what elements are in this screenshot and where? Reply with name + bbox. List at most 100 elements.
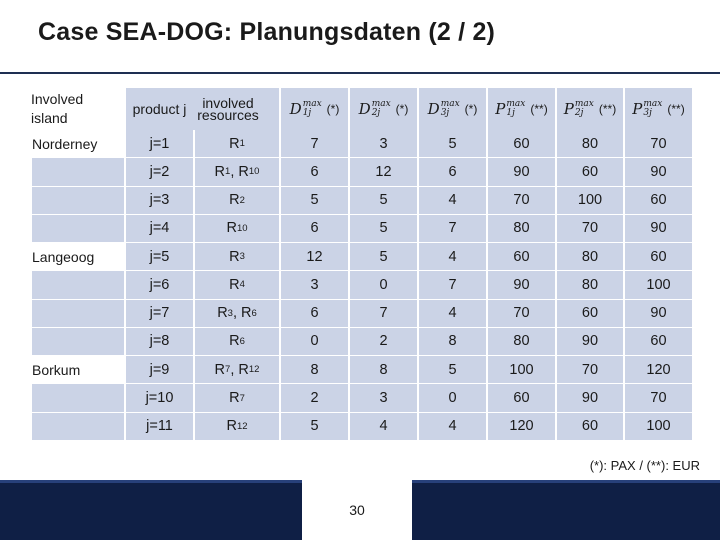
value-cell-p1: 80	[488, 214, 555, 244]
value-cell-d2: 2	[350, 327, 417, 357]
header-resources: involved resources	[177, 88, 279, 130]
island-cell	[32, 327, 124, 357]
value-cell-d1: 3	[281, 271, 348, 300]
product-cell: j=4	[126, 214, 193, 244]
resource-label: R	[229, 390, 240, 407]
header-island: Involved island	[31, 88, 124, 130]
value-cell-p3: 60	[625, 186, 692, 215]
value-cell-p3: 100	[625, 412, 692, 441]
resource-index: 1	[239, 138, 245, 150]
value-cell-d2: 5	[350, 186, 417, 215]
math-symbol: D	[289, 100, 302, 118]
footer-bar: 30	[0, 480, 720, 540]
value-cell-p3: 90	[625, 158, 692, 187]
math-symbol: P	[632, 100, 643, 118]
value-cell-p2: 80	[557, 243, 623, 272]
resource-index: 1	[225, 166, 231, 178]
value-cell-d2: 0	[350, 271, 417, 300]
unit-marker: (**)	[530, 102, 548, 116]
value-cell-d2: 3	[350, 130, 417, 159]
value-cell-d2: 8	[350, 356, 417, 385]
value-cell-p3: 90	[625, 214, 692, 244]
value-cell-p1: 120	[488, 412, 555, 441]
value-cell-d3: 4	[419, 186, 486, 215]
unit-marker: (**)	[598, 102, 617, 116]
value-cell-p3: 70	[625, 130, 692, 159]
value-cell-p1: 60	[488, 243, 555, 272]
resource-index-extra: 10	[248, 166, 260, 178]
value-cell-d1: 7	[281, 130, 348, 159]
value-cell-p3: 120	[625, 356, 692, 385]
value-cell-p3: 70	[625, 384, 692, 413]
value-cell-d3: 0	[419, 384, 486, 413]
unit-note: (*): PAX / (**): EUR	[589, 458, 700, 473]
unit-marker: (*)	[464, 102, 478, 116]
value-cell-d3: 4	[419, 412, 486, 441]
resource-index-extra: 6	[251, 307, 257, 319]
resource-label-extra: , R	[230, 361, 249, 378]
value-cell-d2: 12	[350, 158, 417, 187]
header-island-line2: island	[31, 110, 68, 126]
math-symbol: P	[495, 100, 506, 118]
island-cell: Borkum	[32, 356, 124, 385]
math-subscript: 1j	[302, 108, 312, 118]
value-cell-d1: 12	[281, 243, 348, 272]
math-superscript: max	[371, 99, 391, 109]
slide-title: Case SEA-DOG: Planungsdaten (2 / 2)	[38, 18, 496, 46]
resource-label: R	[229, 276, 240, 293]
resource-index: 10	[236, 222, 248, 234]
resource-index: 12	[236, 420, 248, 432]
value-cell-p2: 90	[557, 327, 623, 357]
resource-index: 7	[239, 392, 245, 404]
math-symbol: P	[563, 100, 574, 118]
math-superscript: max	[643, 99, 663, 109]
resource-index: 2	[239, 194, 245, 206]
island-cell	[32, 384, 124, 413]
header-island-line1: Involved	[31, 91, 84, 107]
math-symbol: D	[427, 100, 440, 118]
value-cell-d1: 8	[281, 356, 348, 385]
island-cell	[32, 299, 124, 328]
planning-data-table: Involved island product j involved resou…	[31, 88, 692, 441]
resource-index: 3	[227, 307, 233, 319]
value-cell-p3: 60	[625, 243, 692, 272]
product-cell: j=6	[126, 271, 193, 300]
resource-label: R	[229, 248, 240, 265]
math-superscript: max	[302, 99, 322, 109]
island-cell	[32, 214, 124, 244]
resource-label: R	[214, 361, 226, 378]
value-cell-d3: 6	[419, 158, 486, 187]
math-superscript: max	[574, 99, 594, 109]
value-cell-p1: 60	[488, 130, 555, 159]
product-cell: j=5	[126, 243, 193, 272]
value-cell-d1: 5	[281, 412, 348, 441]
math-subscript: 3j	[643, 108, 652, 118]
value-cell-p1: 90	[488, 158, 555, 187]
unit-marker: (*)	[326, 102, 340, 116]
value-cell-p2: 90	[557, 384, 623, 413]
resources-cell: R 10	[195, 214, 279, 244]
value-cell-p1: 60	[488, 384, 555, 413]
value-cell-p2: 70	[557, 356, 623, 385]
resource-label-extra: , R	[230, 163, 249, 180]
resource-label: R	[226, 220, 237, 237]
math-subscript: 2j	[371, 108, 381, 118]
resource-index-extra: 12	[248, 364, 260, 376]
value-cell-p1: 70	[488, 299, 555, 328]
value-cell-d3: 4	[419, 243, 486, 272]
unit-marker: (*)	[395, 102, 409, 116]
math-symbol: D	[358, 100, 371, 118]
math-subscript: 2j	[574, 108, 584, 118]
value-cell-d2: 3	[350, 384, 417, 413]
island-cell: Norderney	[32, 130, 124, 159]
product-cell: j=3	[126, 186, 193, 215]
island-cell	[32, 158, 124, 187]
